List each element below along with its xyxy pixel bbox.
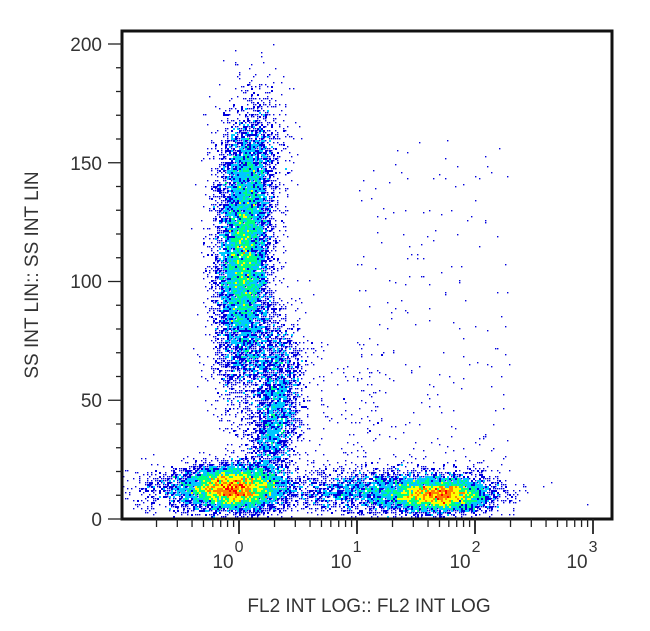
y-axis-labels: 0 50 100 150 200 xyxy=(70,35,102,531)
plot-frame xyxy=(120,29,614,521)
y-tick-label-150: 150 xyxy=(70,154,102,175)
x-axis-title: FL2 INT LOG:: FL2 INT LOG xyxy=(247,596,490,617)
x-axis-ticks xyxy=(155,519,594,534)
event-density-dots xyxy=(123,44,589,520)
y-tick-label-200: 200 xyxy=(70,35,102,56)
y-axis-title: SS INT LIN:: SS INT LIN xyxy=(22,171,43,378)
x-tick-label-1000: 103 xyxy=(566,539,597,573)
x-tick-label-100: 102 xyxy=(449,539,480,573)
y-axis-ticks xyxy=(108,43,122,520)
x-axis-labels: 100 101 102 103 xyxy=(212,539,597,573)
y-tick-label-0: 0 xyxy=(91,510,102,531)
y-tick-label-100: 100 xyxy=(70,272,102,293)
y-tick-label-50: 50 xyxy=(81,391,102,412)
x-tick-label-1: 100 xyxy=(212,539,243,573)
x-tick-label-10: 101 xyxy=(330,539,361,573)
